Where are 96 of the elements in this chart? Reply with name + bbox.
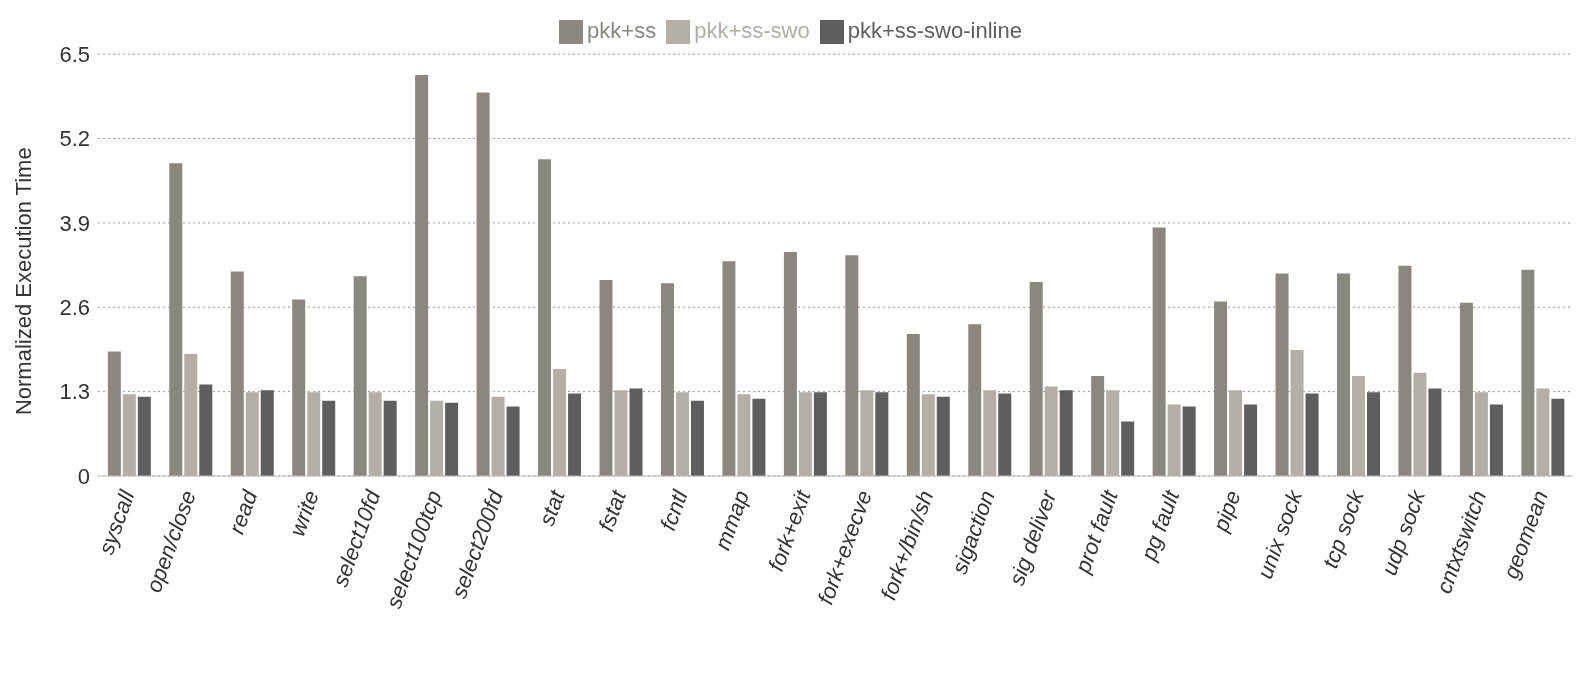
bar xyxy=(199,384,213,476)
bar xyxy=(292,299,306,476)
bar xyxy=(1182,406,1196,476)
bar xyxy=(184,354,198,476)
bar xyxy=(445,402,459,476)
bar xyxy=(845,255,859,476)
bar xyxy=(998,393,1012,476)
bar xyxy=(614,390,628,476)
x-tick-label: prot fault xyxy=(1069,486,1124,578)
y-axis-title: Normalized Execution Time xyxy=(10,147,36,416)
x-tick-label: fcntl xyxy=(655,486,693,534)
bar xyxy=(860,390,874,476)
x-tick-label: udp sock xyxy=(1376,486,1431,579)
bar xyxy=(553,368,567,476)
x-tick-label: sig deliver xyxy=(1003,485,1062,589)
x-tick-label: mmap xyxy=(709,487,755,554)
x-tick-label: pg fault xyxy=(1135,486,1185,565)
bar xyxy=(307,392,321,476)
bar xyxy=(1229,390,1243,476)
y-tick-label: 1.3 xyxy=(59,379,90,405)
bar xyxy=(322,400,336,476)
bar xyxy=(936,396,950,476)
legend-label: pkk+ss-swo xyxy=(694,18,810,43)
bar xyxy=(368,392,382,476)
x-tick-label: unix sock xyxy=(1252,486,1308,582)
bar xyxy=(599,280,613,476)
bar xyxy=(1413,372,1427,476)
bar xyxy=(906,333,920,476)
bar xyxy=(737,394,751,476)
bar xyxy=(568,393,582,476)
bar xyxy=(1106,390,1120,476)
bar xyxy=(230,271,244,476)
bar xyxy=(798,392,812,476)
bar xyxy=(506,406,520,476)
bar xyxy=(1152,227,1166,476)
bar xyxy=(675,392,689,476)
y-tick-label: 3.9 xyxy=(59,210,90,236)
bar xyxy=(353,276,367,476)
bar xyxy=(983,390,997,476)
bar xyxy=(1536,388,1550,476)
bar xyxy=(921,394,935,476)
bar xyxy=(383,400,397,476)
bar xyxy=(752,398,766,476)
bar xyxy=(137,396,151,476)
bar xyxy=(1398,265,1412,476)
y-tick-label: 0 xyxy=(77,463,90,489)
x-tick-label: fstat xyxy=(593,486,632,535)
bar xyxy=(660,283,674,476)
bar xyxy=(122,394,136,476)
bar xyxy=(1244,404,1258,476)
bar xyxy=(245,392,259,476)
legend-label: pkk+ss xyxy=(587,18,657,43)
x-tick-label: read xyxy=(223,486,263,538)
bar xyxy=(875,392,889,476)
bar xyxy=(1044,386,1058,476)
bar xyxy=(1521,269,1535,476)
bar xyxy=(1352,376,1365,476)
bar xyxy=(690,400,704,476)
bar xyxy=(1459,302,1473,476)
bar xyxy=(107,351,121,476)
y-tick-label: 6.5 xyxy=(59,42,90,67)
bar xyxy=(538,159,552,476)
bar xyxy=(1367,392,1380,476)
bar xyxy=(968,324,982,476)
bar xyxy=(1305,393,1319,476)
bar xyxy=(1428,388,1442,476)
bar xyxy=(1167,404,1181,476)
x-tick-label: write xyxy=(284,487,324,540)
bar xyxy=(415,74,429,476)
bar xyxy=(1474,392,1488,476)
bar xyxy=(1029,281,1043,476)
bar xyxy=(1337,273,1350,476)
bar xyxy=(1290,350,1304,476)
bar xyxy=(1059,390,1073,476)
y-tick-label: 5.2 xyxy=(59,126,90,152)
bar xyxy=(722,261,736,476)
legend-label: pkk+ss-swo-inline xyxy=(847,18,1022,43)
bar xyxy=(491,396,505,476)
bar xyxy=(169,163,183,476)
bar xyxy=(1091,376,1105,476)
bar xyxy=(1275,273,1289,476)
bar xyxy=(813,392,827,476)
y-tick-label: 2.6 xyxy=(59,295,90,321)
bar xyxy=(430,400,444,476)
bar xyxy=(1551,398,1565,476)
bar xyxy=(1214,301,1228,476)
bar xyxy=(629,388,643,476)
x-tick-label: pipe xyxy=(1207,487,1246,536)
bar xyxy=(783,252,797,476)
bar xyxy=(476,92,490,476)
x-tick-label: syscall xyxy=(93,486,140,558)
bar xyxy=(260,390,274,476)
x-tick-label: stat xyxy=(534,486,570,530)
x-tick-label: tcp sock xyxy=(1317,486,1369,572)
bar xyxy=(1121,421,1135,476)
bar xyxy=(1489,404,1503,476)
